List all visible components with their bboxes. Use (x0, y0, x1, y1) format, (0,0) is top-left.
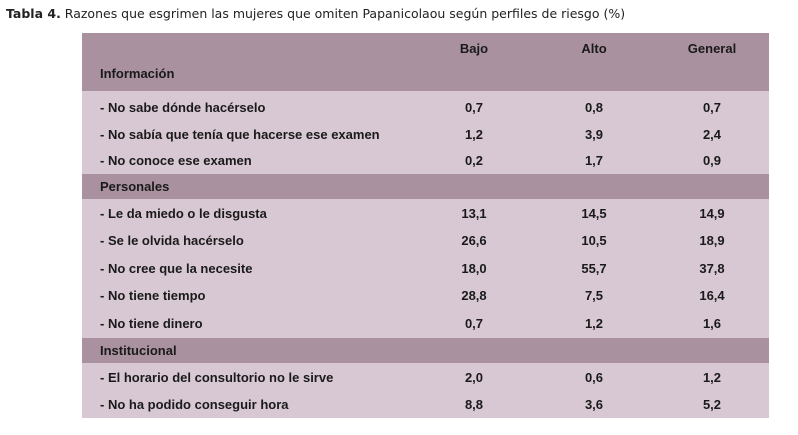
cell-alto: 0,6 (584, 370, 604, 385)
table-row: - No cree que la necesite 18,0 55,7 37,8 (82, 257, 769, 282)
data-table: Bajo Alto General Información - No sabe … (82, 33, 769, 418)
cell-alto: 10,5 (581, 233, 607, 248)
table-row: - No conoce ese examen 0,2 1,7 0,9 (82, 149, 769, 174)
cell-bajo: 13,1 (461, 206, 487, 221)
cell-alto: 1,7 (584, 153, 604, 168)
table-row: - El horario del consultorio no le sirve… (82, 367, 769, 392)
table-caption: Tabla 4. Razones que esgrimen las mujere… (6, 6, 625, 21)
table-row: - No tiene tiempo 28,8 7,5 16,4 (82, 285, 769, 310)
table-row: - No ha podido conseguir hora 8,8 3,6 5,… (82, 394, 769, 418)
section-title-personales: Personales (100, 179, 170, 194)
cell-bajo: 1,2 (464, 127, 484, 142)
section-header-personales: Personales (82, 174, 769, 199)
cell-bajo: 0,2 (464, 153, 484, 168)
row-label: - No tiene tiempo (100, 288, 206, 303)
cell-general: 14,9 (699, 206, 725, 221)
column-header-alto: Alto (581, 41, 607, 56)
cell-general: 0,7 (702, 100, 722, 115)
cell-bajo: 18,0 (461, 261, 487, 276)
row-label: - No ha podido conseguir hora (100, 397, 289, 412)
cell-alto: 1,2 (584, 316, 604, 331)
cell-general: 0,9 (702, 153, 722, 168)
table-row: - Le da miedo o le disgusta 13,1 14,5 14… (82, 203, 769, 228)
cell-alto: 3,9 (584, 127, 604, 142)
caption-prefix: Tabla 4. (6, 6, 61, 21)
table-row: - No sabía que tenía que hacerse ese exa… (82, 122, 769, 147)
section-header-institucional: Institucional (82, 338, 769, 363)
cell-alto: 55,7 (581, 261, 607, 276)
section-title-institucional: Institucional (100, 343, 177, 358)
cell-alto: 14,5 (581, 206, 607, 221)
row-label: - No conoce ese examen (100, 153, 252, 168)
row-label: - Le da miedo o le disgusta (100, 206, 267, 221)
cell-alto: 0,8 (584, 100, 604, 115)
cell-general: 1,6 (702, 316, 722, 331)
cell-general: 18,9 (699, 233, 725, 248)
row-label: - No sabe dónde hacérselo (100, 100, 266, 115)
cell-bajo: 2,0 (464, 370, 484, 385)
cell-bajo: 0,7 (464, 316, 484, 331)
row-label: - No tiene dinero (100, 316, 203, 331)
caption-text: Razones que esgrimen las mujeres que omi… (60, 6, 626, 21)
cell-bajo: 0,7 (464, 100, 484, 115)
cell-general: 2,4 (702, 127, 722, 142)
cell-bajo: 28,8 (461, 288, 487, 303)
table-row: - Se le olvida hacérselo 26,6 10,5 18,9 (82, 230, 769, 255)
row-label: - El horario del consultorio no le sirve (100, 370, 334, 385)
column-header-bajo: Bajo (459, 41, 489, 56)
cell-bajo: 26,6 (461, 233, 487, 248)
cell-general: 16,4 (699, 288, 725, 303)
table-row: - No tiene dinero 0,7 1,2 1,6 (82, 312, 769, 337)
cell-alto: 7,5 (584, 288, 604, 303)
section-title-informacion: Información (100, 66, 175, 81)
cell-alto: 3,6 (584, 397, 604, 412)
column-header-general: General (687, 41, 737, 56)
row-label: - Se le olvida hacérselo (100, 233, 244, 248)
table-header: Bajo Alto General Información (82, 33, 769, 91)
cell-general: 1,2 (702, 370, 722, 385)
row-label: - No cree que la necesite (100, 261, 253, 276)
cell-general: 37,8 (699, 261, 725, 276)
cell-bajo: 8,8 (464, 397, 484, 412)
table-row: - No sabe dónde hacérselo 0,7 0,8 0,7 (82, 95, 769, 120)
row-label: - No sabía que tenía que hacerse ese exa… (100, 127, 380, 142)
cell-general: 5,2 (702, 397, 722, 412)
